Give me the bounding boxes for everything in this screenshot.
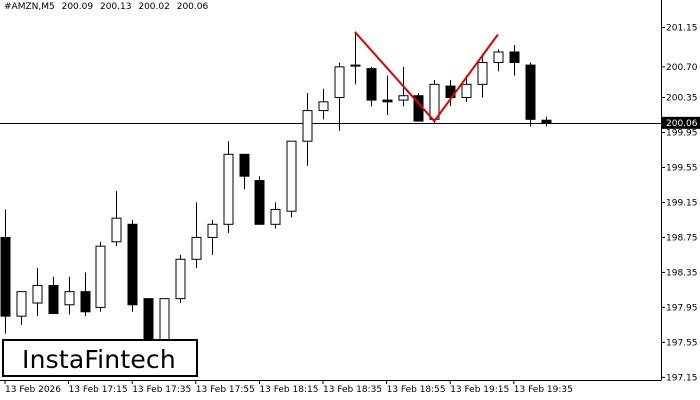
price-tick-label: 199.15	[666, 198, 698, 208]
bullish-candle	[32, 285, 43, 304]
bearish-candle	[254, 180, 265, 225]
bullish-candle	[461, 83, 472, 98]
bullish-candle	[270, 208, 281, 225]
bullish-candle	[191, 236, 202, 260]
brand-logo-text: InstaFintech	[22, 345, 176, 374]
time-tick-label: 13 Feb 17:55	[196, 385, 255, 395]
price-tick-label: 199.95	[666, 128, 698, 138]
close-value: 200.06	[176, 2, 209, 12]
bullish-candle	[398, 95, 409, 101]
low-value: 200.02	[138, 2, 170, 12]
bearish-candle	[541, 119, 552, 124]
bullish-candle	[175, 258, 186, 300]
bearish-candle	[509, 51, 520, 63]
bullish-candle	[493, 51, 504, 63]
price-tick-label: 197.15	[666, 373, 698, 383]
high-value: 200.13	[99, 2, 132, 12]
price-tick-label: 201.15	[666, 23, 698, 33]
symbol-label: #AMZN,M5	[4, 2, 55, 12]
time-tick-label: 13 Feb 18:15	[259, 385, 318, 395]
bearish-candle	[366, 68, 377, 101]
bullish-candle	[16, 291, 27, 317]
current-price-label: 200.06	[666, 119, 698, 129]
bullish-candle	[207, 223, 218, 238]
price-tick-label: 197.55	[666, 338, 698, 348]
time-tick-label: 13 Feb 2026	[5, 385, 61, 395]
bearish-candle	[80, 291, 91, 313]
current-price-tag	[662, 116, 700, 129]
bullish-candle	[477, 61, 488, 85]
time-tick-label: 13 Feb 19:35	[514, 385, 573, 395]
bearish-candle	[127, 223, 138, 306]
bullish-candle	[429, 83, 440, 120]
open-value: 200.09	[61, 2, 94, 12]
time-tick-label: 13 Feb 18:35	[323, 385, 382, 395]
double-top-pattern-line	[354, 31, 499, 123]
price-tick-label: 199.55	[666, 163, 698, 173]
time-tick-label: 13 Feb 17:35	[132, 385, 191, 395]
time-tick-label: 13 Feb 18:55	[387, 385, 446, 395]
price-tick-label: 198.35	[666, 268, 698, 278]
price-tick-label: 197.95	[666, 303, 698, 313]
bearish-candle	[525, 64, 536, 120]
price-tick-label: 200.35	[666, 93, 698, 103]
bullish-candle	[64, 291, 75, 306]
brand-logo: InstaFintech	[2, 339, 198, 377]
bullish-candle	[302, 110, 313, 142]
bullish-candle	[318, 101, 329, 112]
bearish-candle	[48, 285, 59, 315]
bearish-candle	[382, 99, 393, 103]
bearish-candle	[0, 236, 11, 317]
bullish-candle	[95, 245, 106, 308]
price-tick-label: 198.75	[666, 233, 698, 243]
price-tick-label: 200.70	[666, 63, 698, 73]
time-tick-label: 13 Feb 17:15	[69, 385, 128, 395]
time-tick-label: 13 Feb 19:15	[450, 385, 509, 395]
bullish-candle	[223, 153, 234, 225]
bearish-candle	[239, 153, 250, 177]
bullish-candle	[111, 217, 122, 243]
bullish-candle	[286, 140, 297, 212]
chart-header: #AMZN,M5 200.09 200.13 200.02 200.06	[4, 2, 212, 12]
bullish-candle	[334, 66, 345, 98]
bullish-candle	[350, 64, 361, 67]
